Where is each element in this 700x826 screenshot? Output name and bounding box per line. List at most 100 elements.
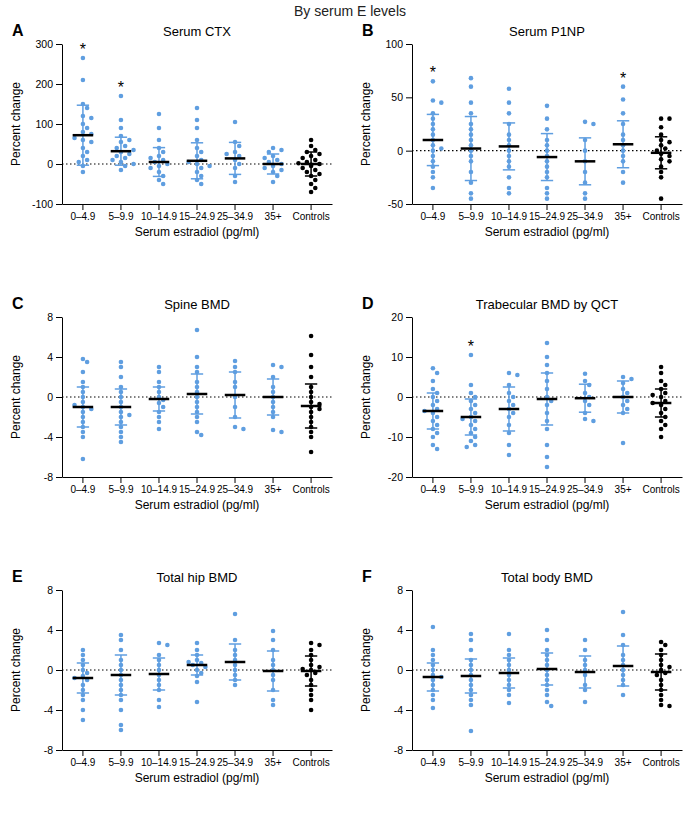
- error-bar-cap: [305, 383, 317, 385]
- data-point: [81, 698, 86, 703]
- data-point: [659, 435, 664, 440]
- mean-line: [149, 161, 170, 164]
- x-tick: 10–14.9: [491, 750, 528, 768]
- data-point: [81, 658, 86, 663]
- error-bar-cap: [541, 424, 553, 426]
- data-point: [663, 391, 668, 396]
- group: [148, 112, 169, 187]
- data-point: [309, 190, 314, 195]
- mean-line: [73, 406, 94, 409]
- data-point: [621, 111, 626, 116]
- data-point: [659, 419, 664, 424]
- x-tick-label: 10–14.9: [491, 757, 528, 768]
- error-bar-cap: [305, 175, 317, 177]
- mean-line: [537, 156, 558, 159]
- data-point: [275, 158, 280, 163]
- error-bar-cap: [153, 689, 165, 691]
- panel-label: C: [12, 295, 24, 312]
- tick-mark: [406, 630, 412, 631]
- data-point: [435, 399, 440, 404]
- data-point: [309, 435, 314, 440]
- x-tick-label: Controls: [642, 211, 679, 222]
- tick-mark: [120, 204, 121, 210]
- figure-title: By serum E levels: [294, 3, 406, 19]
- data-point: [309, 138, 314, 143]
- data-point: [233, 180, 238, 185]
- data-point: [659, 640, 664, 645]
- x-tick: 35+: [265, 477, 282, 495]
- data-point: [309, 698, 314, 703]
- group: [186, 106, 212, 187]
- data-point: [157, 370, 162, 375]
- tick-mark: [432, 750, 433, 756]
- data-point: [469, 638, 474, 643]
- data-point: [621, 97, 626, 102]
- data-point: [157, 126, 162, 131]
- x-tick-label: 0–4.9: [70, 211, 95, 222]
- group: [187, 328, 208, 438]
- error-bar-cap: [579, 411, 591, 413]
- data-point: [587, 403, 592, 408]
- x-tick: 0–4.9: [70, 750, 95, 768]
- error-bar-cap: [153, 147, 165, 149]
- y-tick: 4: [397, 624, 412, 636]
- data-point: [667, 704, 672, 709]
- data-point: [431, 435, 436, 440]
- data-point: [507, 191, 512, 196]
- data-point: [659, 175, 664, 180]
- data-point: [309, 334, 314, 339]
- data-point: [511, 403, 516, 408]
- x-tick-label: 0–4.9: [420, 757, 445, 768]
- panel-title: Trabecular BMD by QCT: [476, 297, 619, 312]
- plot-marks: [412, 76, 682, 201]
- data-point: [119, 728, 124, 733]
- data-point: [545, 191, 550, 196]
- x-tick-label: 10–14.9: [141, 211, 178, 222]
- error-bar-cap: [191, 178, 203, 180]
- error-bar-cap: [541, 180, 553, 182]
- data-point: [583, 379, 588, 384]
- y-tick: -100: [32, 198, 62, 210]
- panel: BSerum P1NP-500501000–4.95–9.910–14.915–…: [359, 22, 683, 239]
- data-point: [663, 423, 668, 428]
- x-tick-label: 35+: [265, 757, 282, 768]
- tick-mark: [82, 204, 83, 210]
- data-point: [157, 698, 162, 703]
- data-point: [621, 180, 626, 185]
- data-point: [309, 648, 314, 653]
- y-tick-label: -8: [394, 744, 403, 756]
- data-point: [431, 648, 436, 653]
- y-tick-label: 20: [391, 311, 403, 323]
- data-point: [309, 144, 314, 149]
- data-point: [199, 166, 204, 171]
- y-tick-label: -100: [32, 198, 53, 210]
- data-point: [157, 705, 162, 710]
- data-point: [545, 127, 550, 132]
- y-axis: -20-1001020: [388, 311, 413, 483]
- group: [422, 366, 443, 451]
- mean-line: [225, 661, 246, 664]
- data-point: [317, 172, 322, 177]
- error-bar-cap: [267, 378, 279, 380]
- data-point: [583, 120, 588, 125]
- y-tick: -8: [44, 744, 62, 756]
- y-tick: -8: [394, 744, 412, 756]
- x-tick-label: 0–4.9: [420, 484, 445, 495]
- x-tick-label: 25–34.9: [567, 484, 604, 495]
- mean-line: [423, 139, 444, 142]
- y-tick: 0: [397, 145, 412, 157]
- mean-line: [423, 410, 444, 413]
- data-point: [271, 698, 276, 703]
- data-point: [313, 168, 318, 173]
- x-tick: 25–34.9: [217, 750, 254, 768]
- error-bar-cap: [427, 428, 439, 430]
- data-point: [165, 643, 170, 648]
- data-point: [469, 703, 474, 708]
- tick-mark: [235, 204, 236, 210]
- data-point: [625, 391, 630, 396]
- mean-line: [225, 394, 246, 397]
- data-point: [81, 170, 86, 175]
- data-point: [85, 150, 90, 155]
- error-bar-cap: [115, 164, 127, 166]
- data-point: [659, 427, 664, 432]
